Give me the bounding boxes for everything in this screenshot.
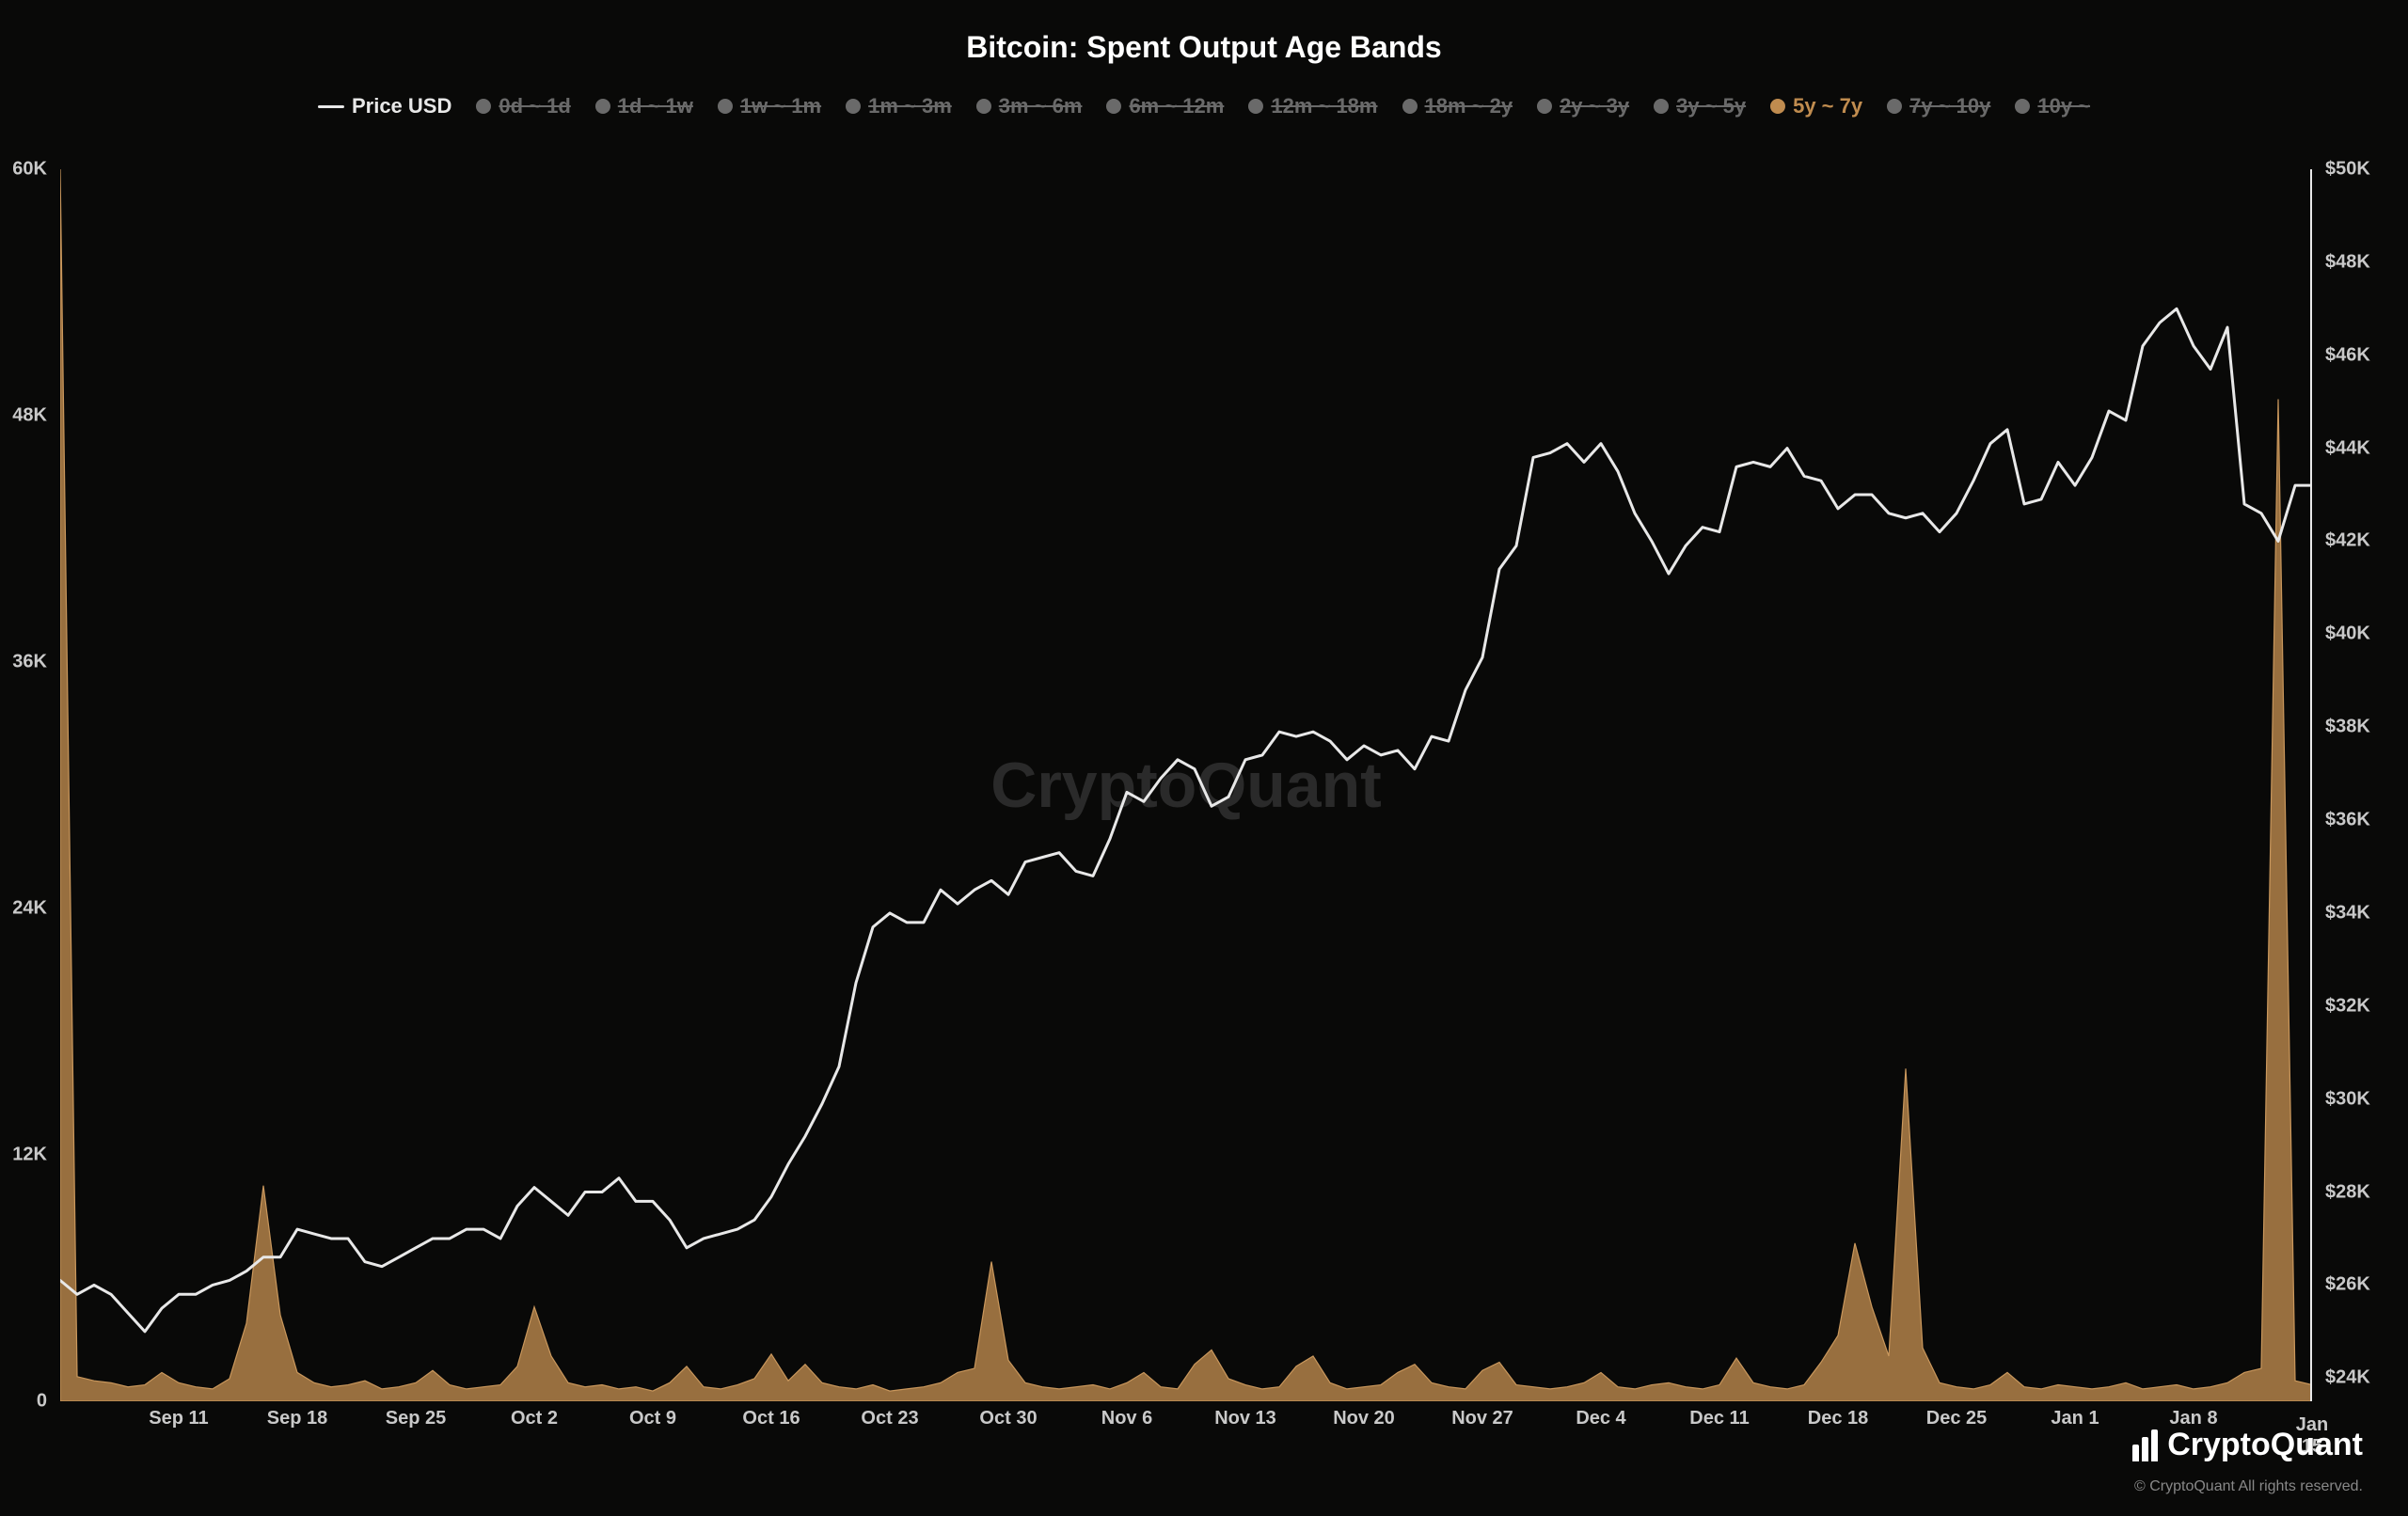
legend-item-3[interactable]: 1w ~ 1m <box>718 94 821 118</box>
x-tick-label: Jan 1 <box>2051 1408 2099 1429</box>
chart-svg <box>60 169 2312 1401</box>
y-left-tick-label: 48K <box>0 405 60 427</box>
y-right-tick-label: $30K <box>2312 1088 2397 1110</box>
brand-badge: CryptoQuant <box>2132 1427 2363 1463</box>
x-tick-label: Oct 9 <box>629 1408 676 1429</box>
legend-item-label: 2y ~ 3y <box>1560 94 1629 118</box>
x-tick-label: Nov 27 <box>1451 1408 1513 1429</box>
legend-dot-icon <box>1537 99 1552 114</box>
legend-item-4[interactable]: 1m ~ 3m <box>846 94 952 118</box>
legend-dot-icon <box>976 99 991 114</box>
legend-item-7[interactable]: 12m ~ 18m <box>1248 94 1377 118</box>
legend-item-label: 12m ~ 18m <box>1271 94 1377 118</box>
y-right-tick-label: $46K <box>2312 344 2397 366</box>
y-left-tick-label: 12K <box>0 1145 60 1166</box>
legend-item-label: 18m ~ 2y <box>1424 94 1513 118</box>
copyright-text: © CryptoQuant All rights reserved. <box>2134 1478 2363 1495</box>
x-tick-label: Dec 25 <box>1926 1408 1988 1429</box>
x-tick-label: Nov 13 <box>1214 1408 1276 1429</box>
y-right-tick-label: $32K <box>2312 995 2397 1017</box>
x-tick-label: Oct 16 <box>742 1408 800 1429</box>
y-right-tick-label: $48K <box>2312 251 2397 273</box>
legend-item-label: 10y ~ <box>2037 94 2090 118</box>
legend-dot-icon <box>1106 99 1121 114</box>
chart-title: Bitcoin: Spent Output Age Bands <box>966 30 1441 65</box>
y-right-tick-label: $34K <box>2312 902 2397 924</box>
legend-dot-icon <box>476 99 491 114</box>
legend-dot-icon <box>2015 99 2030 114</box>
y-right-tick-label: $28K <box>2312 1181 2397 1203</box>
legend-dot-icon <box>595 99 610 114</box>
x-tick-label: Oct 30 <box>979 1408 1037 1429</box>
y-right-tick-label: $44K <box>2312 437 2397 459</box>
y-right-tick-label: $26K <box>2312 1274 2397 1296</box>
legend-item-label: 3y ~ 5y <box>1676 94 1746 118</box>
x-tick-label: Sep 11 <box>149 1408 208 1429</box>
x-tick-label: Sep 18 <box>267 1408 327 1429</box>
legend-item-6[interactable]: 6m ~ 12m <box>1106 94 1224 118</box>
legend-item-label: 1w ~ 1m <box>740 94 821 118</box>
legend-item-8[interactable]: 18m ~ 2y <box>1402 94 1513 118</box>
chart-container: Bitcoin: Spent Output Age Bands Price US… <box>0 0 2408 1516</box>
x-tick-label: Oct 23 <box>861 1408 918 1429</box>
legend-dot-icon <box>718 99 733 114</box>
legend-dot-icon <box>1654 99 1669 114</box>
legend-dot-icon <box>1248 99 1263 114</box>
brand-name: CryptoQuant <box>2167 1427 2363 1463</box>
legend-item-label: 0d ~ 1d <box>499 94 570 118</box>
legend-item-label: 3m ~ 6m <box>999 94 1083 118</box>
y-left-tick-label: 24K <box>0 898 60 920</box>
y-right-tick-label: $40K <box>2312 624 2397 645</box>
x-tick-label: Oct 2 <box>511 1408 558 1429</box>
y-right-tick-label: $24K <box>2312 1367 2397 1389</box>
legend-item-label: 5y ~ 7y <box>1793 94 1862 118</box>
y-right-tick-label: $38K <box>2312 717 2397 738</box>
x-tick-label: Dec 4 <box>1576 1408 1625 1429</box>
legend-item-label: 1m ~ 3m <box>868 94 952 118</box>
y-right-tick-label: $42K <box>2312 530 2397 552</box>
y-left-tick-label: 60K <box>0 159 60 181</box>
y-right-tick-label: $36K <box>2312 810 2397 831</box>
legend-item-label: 1d ~ 1w <box>618 94 693 118</box>
legend-dot-icon <box>846 99 861 114</box>
x-tick-label: Dec 11 <box>1689 1408 1749 1429</box>
chart-plot-area: CryptoQuant 012K24K36K48K60K$24K$26K$28K… <box>60 169 2312 1401</box>
legend-item-label: 7y ~ 10y <box>1909 94 1990 118</box>
legend-dot-icon <box>1402 99 1417 114</box>
legend-item-10[interactable]: 3y ~ 5y <box>1654 94 1746 118</box>
legend-dot-icon <box>1770 99 1785 114</box>
y-right-tick-label: $50K <box>2312 159 2397 181</box>
brand-logo-icon <box>2132 1429 2158 1461</box>
legend-item-11[interactable]: 5y ~ 7y <box>1770 94 1862 118</box>
legend-item-label: Price USD <box>352 94 452 118</box>
legend-item-5[interactable]: 3m ~ 6m <box>976 94 1083 118</box>
x-tick-label: Nov 20 <box>1333 1408 1395 1429</box>
watermark-text: CryptoQuant <box>990 749 1382 822</box>
legend-item-1[interactable]: 0d ~ 1d <box>476 94 570 118</box>
legend-item-9[interactable]: 2y ~ 3y <box>1537 94 1629 118</box>
x-tick-label: Sep 25 <box>386 1408 446 1429</box>
x-tick-label: Dec 18 <box>1808 1408 1869 1429</box>
y-left-tick-label: 36K <box>0 652 60 673</box>
legend-dot-icon <box>1887 99 1902 114</box>
y-left-tick-label: 0 <box>0 1391 60 1413</box>
x-tick-label: Nov 6 <box>1101 1408 1152 1429</box>
legend-item-13[interactable]: 10y ~ <box>2015 94 2090 118</box>
legend-item-2[interactable]: 1d ~ 1w <box>595 94 693 118</box>
legend-line-icon <box>318 105 344 108</box>
chart-legend: Price USD 0d ~ 1d 1d ~ 1w 1w ~ 1m 1m ~ 3m 3m … <box>318 94 2090 118</box>
legend-item-label: 6m ~ 12m <box>1129 94 1224 118</box>
legend-item-0[interactable]: Price USD <box>318 94 452 118</box>
legend-item-12[interactable]: 7y ~ 10y <box>1887 94 1990 118</box>
